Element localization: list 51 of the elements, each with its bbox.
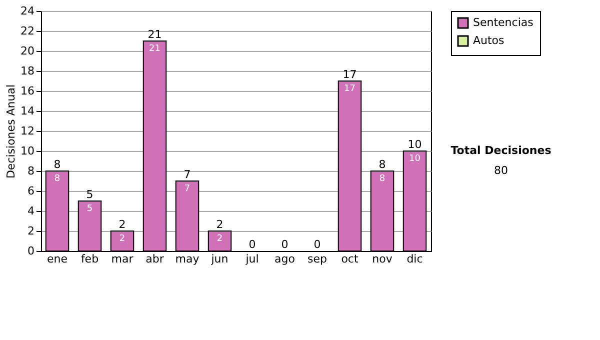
data-label: 5 bbox=[86, 204, 93, 214]
total-label: 0 bbox=[248, 238, 256, 251]
y-tick-label: 10 bbox=[20, 144, 34, 158]
y-tick-label: 24 bbox=[20, 4, 34, 18]
y-tick-label: 6 bbox=[28, 184, 34, 198]
data-label: 10 bbox=[409, 154, 421, 164]
data-label: 8 bbox=[379, 174, 386, 184]
data-label: 17 bbox=[344, 84, 356, 94]
y-tick-label: 2 bbox=[28, 224, 34, 238]
x-tick-label: ago bbox=[274, 252, 296, 266]
data-label: 21 bbox=[149, 44, 160, 54]
x-tick-label: nov bbox=[372, 252, 393, 266]
legend-label: Autos bbox=[473, 34, 505, 47]
text: 80 bbox=[494, 164, 508, 177]
data-label: 2 bbox=[119, 234, 126, 244]
y-tick-label: 0 bbox=[28, 244, 34, 258]
total-label: 2 bbox=[118, 218, 126, 231]
total-label: 21 bbox=[148, 28, 162, 41]
x-tick-label: abr bbox=[146, 252, 164, 266]
data-label: 8 bbox=[54, 174, 60, 184]
y-tick-label: 18 bbox=[20, 64, 34, 78]
data-label: 2 bbox=[216, 234, 223, 244]
x-tick-label: oct bbox=[341, 252, 359, 266]
x-tick-label: sep bbox=[308, 252, 328, 266]
total-label: 5 bbox=[86, 188, 94, 201]
y-tick-label: 20 bbox=[20, 44, 34, 58]
total-label: 2 bbox=[216, 218, 224, 231]
y-axis-title: Decisiones Anual bbox=[4, 84, 18, 179]
text: Total Decisiones bbox=[450, 144, 552, 157]
x-tick-label: jul bbox=[244, 252, 259, 266]
total-label: 8 bbox=[378, 158, 386, 171]
x-tick-label: ene bbox=[46, 252, 68, 266]
total-label: 8 bbox=[54, 158, 61, 171]
x-tick-label: feb bbox=[80, 252, 99, 266]
y-tick-label: 8 bbox=[28, 164, 34, 178]
total-label: 17 bbox=[342, 68, 357, 81]
total-label: 10 bbox=[408, 138, 422, 151]
y-tick-label: 4 bbox=[28, 204, 34, 218]
x-tick-label: mar bbox=[111, 252, 134, 266]
y-tick-label: 12 bbox=[20, 124, 34, 138]
y-tick-label: 14 bbox=[20, 104, 34, 118]
x-tick-label: jun bbox=[210, 252, 228, 266]
total-label: 0 bbox=[314, 238, 321, 251]
y-tick-label: 16 bbox=[20, 84, 34, 98]
x-tick-label: dic bbox=[406, 252, 423, 266]
x-tick-label: may bbox=[175, 252, 200, 266]
total-label: 0 bbox=[281, 238, 288, 251]
y-tick-label: 22 bbox=[20, 24, 34, 38]
total-label: 7 bbox=[184, 168, 191, 181]
legend-label: Sentencias bbox=[473, 16, 534, 29]
data-label: 7 bbox=[184, 184, 190, 194]
